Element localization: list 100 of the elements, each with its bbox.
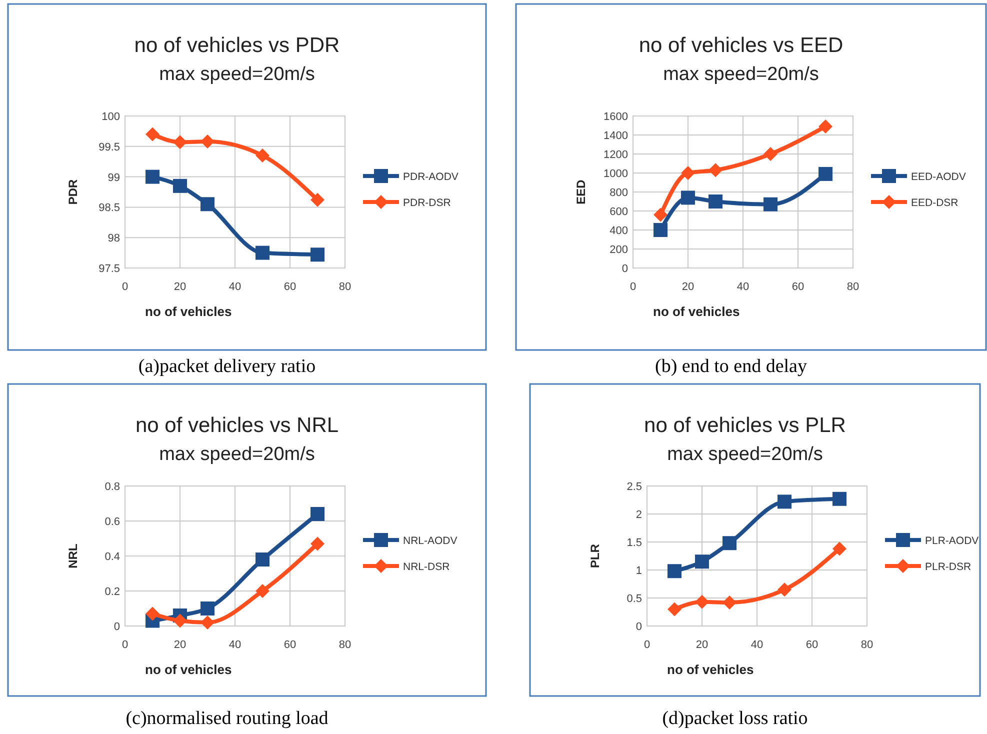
legend-label: NRL-AODV: [403, 535, 458, 547]
point: [310, 192, 324, 207]
y-tick-label: 0.5: [626, 593, 642, 605]
point: [146, 606, 160, 621]
chart-title: no of vehicles vs NRL: [135, 414, 339, 437]
y-tick-label: 400: [610, 225, 628, 237]
legend-label: PLR-DSR: [925, 561, 972, 573]
x-tick-label: 80: [860, 639, 874, 651]
point: [695, 554, 709, 569]
x-axis-title: no of vehicles: [145, 662, 232, 677]
point: [256, 246, 270, 260]
point: [173, 178, 187, 193]
x-tick-label: 60: [284, 281, 296, 293]
point: [654, 223, 668, 237]
y-tick-label: 0: [114, 621, 120, 633]
y-axis-title: NRL: [66, 544, 80, 568]
y-tick-label: 2.5: [626, 481, 642, 493]
y-tick-label: 0.6: [104, 516, 120, 528]
y-axis-title: PLR: [588, 544, 602, 568]
x-tick-label: 40: [750, 639, 764, 651]
y-tick-label: 0.4: [104, 551, 120, 563]
x-axis-title: no of vehicles: [667, 662, 754, 677]
y-tick-label: 97.5: [98, 263, 120, 275]
legend-label: EED-AODV: [911, 171, 966, 183]
text: (c)normalised routing load: [126, 708, 329, 729]
point: [818, 119, 832, 134]
point: [173, 614, 187, 628]
y-tick-label: 99: [108, 172, 120, 184]
y-tick-label: 98.5: [98, 202, 120, 214]
legend-label: PDR-DSR: [403, 197, 452, 209]
point: [764, 147, 778, 161]
y-axis-title: EED: [574, 179, 588, 204]
point: [200, 134, 214, 149]
point: [310, 248, 324, 262]
x-tick-label: 40: [736, 281, 750, 293]
chart-subtitle: max speed=20m/s: [663, 64, 819, 85]
point: [681, 166, 695, 180]
x-tick-label: 0: [122, 281, 128, 293]
point: [764, 197, 778, 212]
y-tick-label: 1.5: [626, 537, 642, 549]
x-axis-title: no of vehicles: [145, 304, 232, 319]
point: [146, 127, 160, 142]
point: [146, 170, 160, 184]
point: [681, 190, 695, 205]
x-tick-label: 0: [122, 639, 128, 651]
text: (d)packet loss ratio: [662, 708, 808, 729]
y-tick-label: 1600: [604, 111, 628, 123]
x-tick-label: 20: [174, 281, 186, 293]
point: [200, 602, 214, 616]
point: [818, 166, 832, 181]
x-tick-label: 20: [174, 639, 186, 651]
point: [778, 582, 792, 597]
legend-label: EED-DSR: [911, 197, 959, 209]
point: [654, 208, 668, 222]
point: [256, 584, 270, 598]
y-tick-label: 1200: [604, 149, 628, 161]
y-tick-label: 0: [636, 621, 642, 633]
x-tick-label: 80: [846, 281, 860, 293]
x-tick-label: 40: [228, 281, 242, 293]
y-tick-label: 600: [610, 206, 628, 218]
point: [310, 536, 324, 551]
point: [668, 564, 682, 578]
legend-label: PDR-AODV: [403, 171, 458, 183]
point: [832, 492, 846, 506]
y-tick-label: 100: [102, 111, 120, 123]
point: [708, 163, 722, 178]
x-tick-label: 60: [284, 639, 296, 651]
y-tick-label: 99.5: [98, 141, 120, 154]
x-axis-title: no of vehicles: [653, 304, 740, 319]
chart-subtitle: max speed=20m/s: [667, 444, 823, 465]
point: [668, 602, 682, 616]
chart-title: no of vehicles vs EED: [638, 34, 844, 57]
y-tick-label: 0.8: [104, 481, 120, 493]
x-tick-label: 60: [806, 639, 818, 651]
point: [310, 507, 324, 521]
y-tick-label: 0: [622, 263, 628, 275]
chart-title: no of vehicles vs PLR: [644, 414, 846, 437]
y-tick-label: 1400: [604, 130, 628, 142]
x-tick-label: 0: [644, 639, 650, 651]
point: [256, 148, 270, 163]
y-tick-label: 0.2: [104, 586, 120, 598]
point: [200, 197, 214, 212]
point: [722, 536, 736, 550]
text: (a)packet delivery ratio: [138, 356, 316, 377]
x-tick-label: 80: [338, 281, 352, 293]
y-tick-label: 200: [610, 244, 628, 256]
y-tick-label: 98: [108, 232, 120, 245]
x-tick-label: 60: [792, 281, 804, 293]
point: [256, 552, 270, 566]
y-tick-label: 1: [636, 565, 642, 577]
y-tick-label: 800: [610, 187, 628, 199]
point: [708, 194, 722, 208]
y-tick-label: 2: [636, 509, 642, 521]
x-tick-label: 20: [682, 281, 694, 293]
x-tick-label: 80: [338, 639, 352, 651]
point: [200, 616, 214, 630]
y-tick-label: 1000: [604, 168, 628, 180]
legend-label: PLR-AODV: [925, 535, 979, 547]
y-axis-title: PDR: [66, 179, 80, 205]
text: (b) end to end delay: [655, 356, 808, 377]
